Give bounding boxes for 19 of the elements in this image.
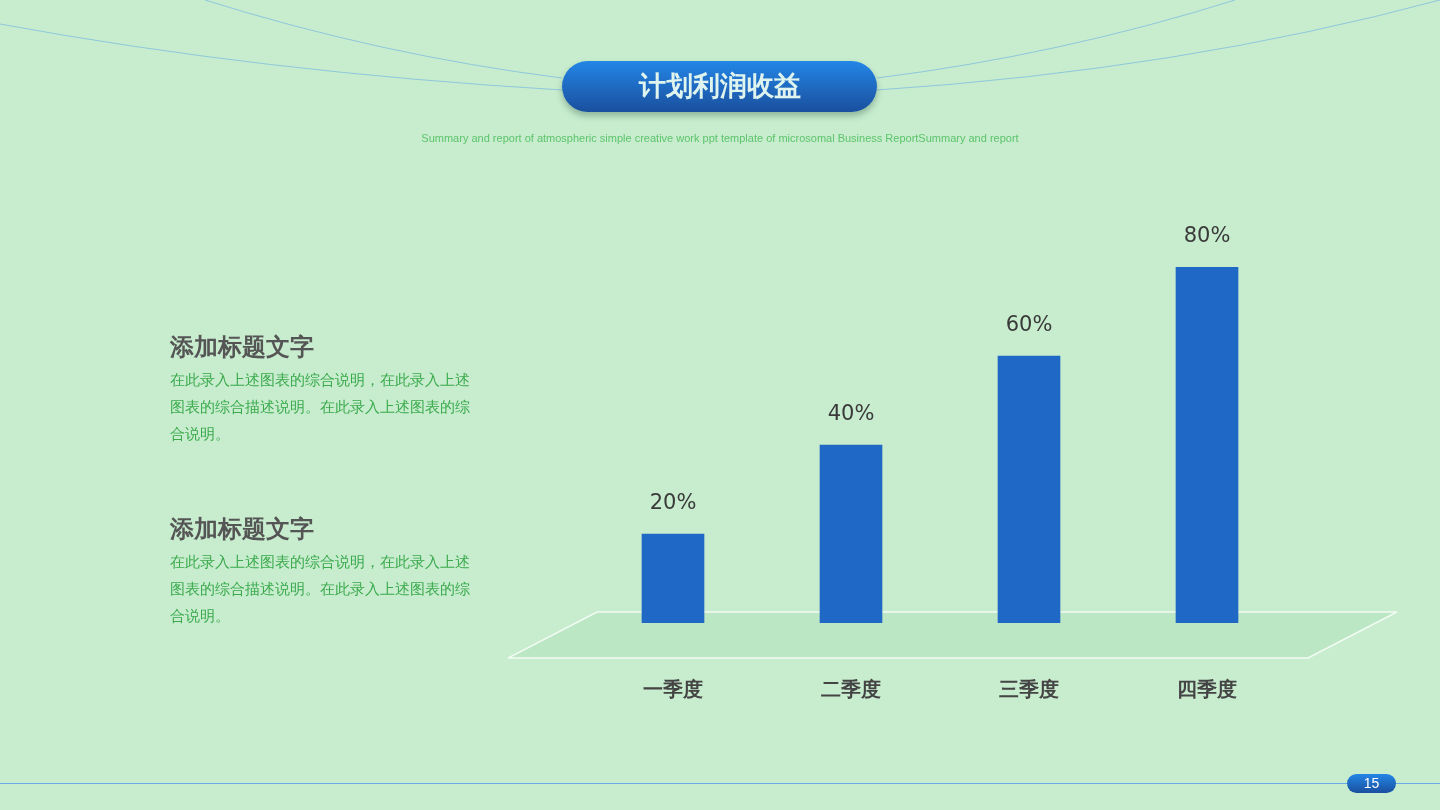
- chart-title: 计划利润收益: [562, 61, 877, 112]
- data-label: 60%: [1005, 312, 1053, 337]
- text: 15: [1347, 774, 1396, 793]
- text: 添加标题文字: [170, 514, 314, 544]
- data-label: 80%: [1183, 223, 1231, 248]
- data-label: 40%: [827, 401, 875, 426]
- text: 在此录入上述图表的综合说明，在此录入上述图表的综合描述说明。在此录入上述图表的综合说明。: [170, 552, 471, 626]
- text: 添加标题文字: [170, 332, 314, 362]
- bar: [641, 533, 705, 623]
- bar: [997, 355, 1061, 623]
- text: 在此录入上述图表的综合说明，在此录入上述图表的综合描述说明。在此录入上述图表的综合说明。: [170, 370, 471, 444]
- bar: [819, 444, 883, 623]
- x-tick-label: 三季度: [999, 677, 1059, 702]
- x-tick-label: 四季度: [1177, 677, 1237, 702]
- bar: [1175, 267, 1239, 623]
- data-label: 20%: [649, 490, 697, 515]
- x-tick-label: 一季度: [643, 677, 703, 702]
- chart-subtitle: Summary and report of atmospheric simple creative work ppt template of microsomal Business ReportSummary and report: [420, 131, 1020, 146]
- x-tick-label: 二季度: [821, 677, 881, 702]
